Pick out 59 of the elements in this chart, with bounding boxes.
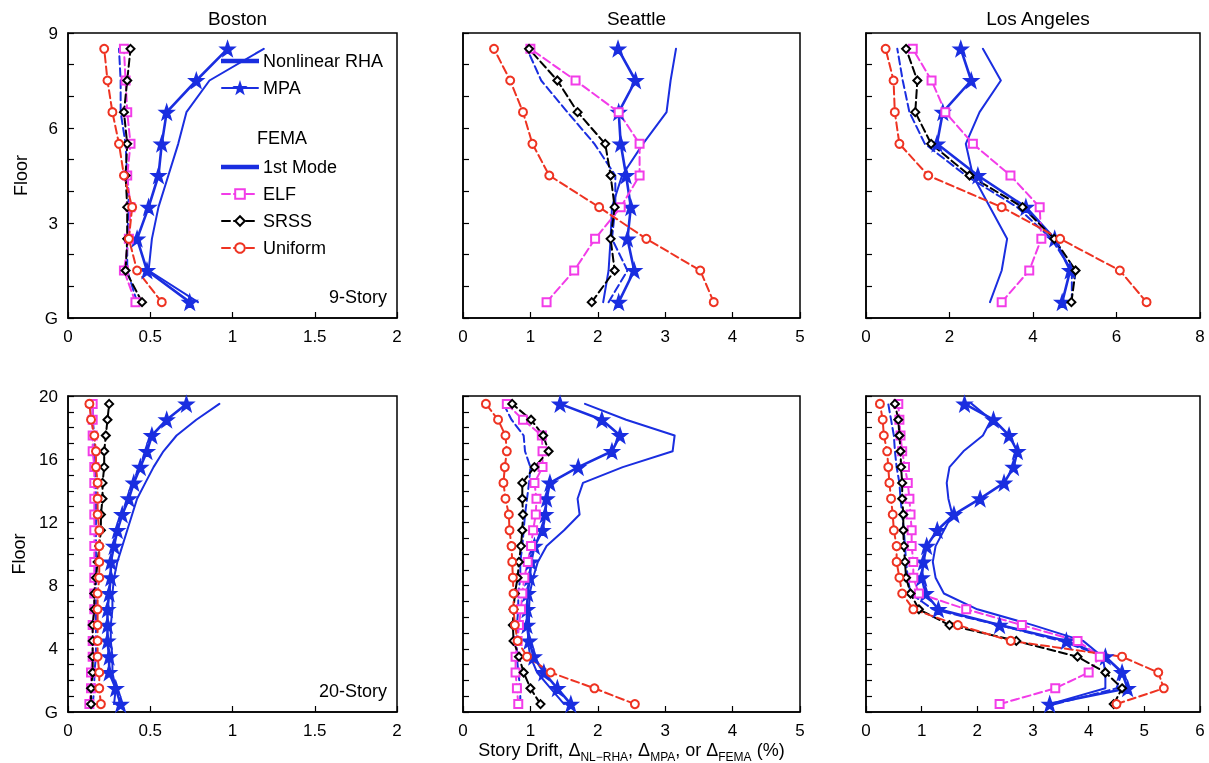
y-tick-label: 16 (39, 449, 58, 469)
x-tick-label: 0 (861, 721, 871, 740)
y-axis-title: Floor (9, 533, 30, 575)
x-tick-label: 0 (458, 721, 468, 740)
x-tick-label: 2 (392, 721, 402, 740)
x-tick-label: 2 (972, 721, 983, 740)
chart-title: Los Angeles (986, 8, 1090, 29)
x-tick-label: 5 (795, 327, 805, 346)
x-tick-label: 4 (727, 721, 738, 740)
x-tick-label: 5 (795, 721, 805, 740)
legend-label: 1st Mode (263, 157, 338, 177)
x-tick-label: 1.5 (302, 327, 327, 346)
x-tick-label: 1 (227, 327, 238, 346)
x-tick-label: 2 (593, 721, 603, 740)
x-tick-label: 3 (660, 327, 670, 346)
x-tick-label: 1.5 (302, 721, 327, 740)
x-tick-label: 0 (458, 327, 468, 346)
x-tick-label: 1 (525, 721, 536, 740)
y-tick-label: 4 (48, 639, 58, 659)
legend-label: MPA (263, 78, 301, 98)
y-tick-label: 3 (48, 213, 58, 233)
legend-label: Uniform (263, 238, 327, 258)
annotation: 20-Story (318, 681, 387, 701)
x-tick-label: 4 (1028, 327, 1038, 346)
x-tick-label: 0.5 (138, 327, 163, 346)
y-tick-label: G (44, 702, 58, 722)
y-axis-title: Floor (11, 154, 31, 197)
legend-title: FEMA (257, 128, 308, 148)
x-tick-label: 0 (861, 327, 871, 346)
x-tick-label: 4 (1083, 721, 1094, 740)
y-tick-label: 9 (48, 23, 58, 43)
x-tick-label: 2 (392, 327, 402, 346)
x-tick-label: 0 (63, 721, 73, 740)
y-tick-label: 8 (48, 576, 58, 596)
y-tick-label: G (44, 308, 58, 328)
x-tick-label: 5 (1139, 721, 1150, 740)
x-tick-label: 6 (1195, 721, 1205, 740)
y-tick-label: 12 (39, 512, 58, 532)
x-tick-label: 2 (593, 327, 603, 346)
x-tick-label: 1 (916, 721, 927, 740)
y-tick-label: 20 (39, 386, 58, 406)
x-tick-label: 2 (944, 327, 955, 346)
legend-label: ELF (263, 184, 297, 204)
x-tick-label: 0.5 (138, 721, 163, 740)
x-tick-label: 3 (1028, 721, 1038, 740)
x-tick-label: 3 (660, 721, 670, 740)
x-tick-label: 1 (525, 327, 536, 346)
annotation: 9-Story (328, 287, 387, 307)
chart-title: Boston (207, 8, 268, 29)
legend-label: Nonlinear RHA (263, 51, 384, 71)
x-tick-label: 6 (1111, 327, 1122, 346)
y-tick-label: 6 (48, 118, 58, 138)
legend-label: SRSS (263, 211, 313, 231)
x-tick-label: 4 (727, 327, 738, 346)
x-axis-title: Story Drift, Δ$_{NL−RHA}$, Δ$_{MPA}$, or Δ$_{FEMA}$ (%) (478, 740, 785, 763)
x-tick-label: 0 (63, 327, 73, 346)
x-tick-label: 1 (227, 721, 238, 740)
chart-title: Seattle (606, 8, 667, 29)
x-tick-label: 8 (1195, 327, 1205, 346)
